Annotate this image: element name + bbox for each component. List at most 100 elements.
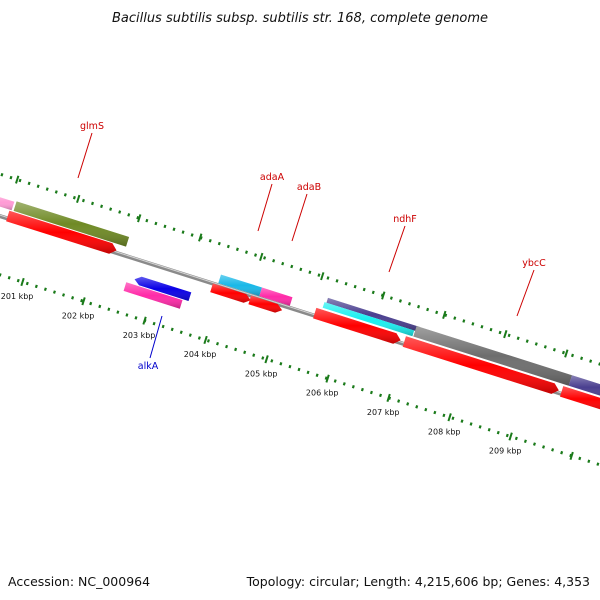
tick-mark — [217, 241, 221, 246]
tick-mark-major — [381, 291, 386, 300]
tick-mark — [433, 410, 437, 415]
tick-mark — [52, 290, 56, 294]
tick-mark-major — [508, 432, 513, 441]
tick-mark — [417, 304, 421, 309]
tick-mark — [179, 330, 183, 335]
tick-mark — [388, 396, 392, 400]
tick-mark — [18, 178, 22, 183]
gene-label-glmS: glmS — [80, 121, 104, 132]
tick-mark — [315, 373, 319, 378]
tick-mark-major — [15, 175, 20, 184]
tick-mark — [281, 261, 285, 266]
tick-mark — [63, 193, 67, 197]
tick-mark-major — [203, 335, 208, 345]
map-title: Bacillus subtilis subsp. subtilis str. 1… — [112, 11, 488, 26]
tick-mark — [270, 359, 274, 363]
tick-mark — [362, 287, 366, 292]
tick-mark — [453, 316, 457, 320]
tick-marks — [0, 172, 600, 466]
tick-mark — [290, 264, 294, 269]
tick-mark — [571, 353, 575, 358]
orf-feature-red-shade — [248, 295, 283, 313]
tick-mark — [532, 442, 536, 446]
orf-feature-red-shade — [6, 210, 117, 254]
tick-mark — [462, 319, 466, 323]
tick-mark — [496, 430, 500, 435]
callout-line — [516, 269, 535, 317]
tick-mark — [487, 427, 491, 432]
tick-mark — [324, 376, 328, 380]
tick-mark — [424, 407, 428, 412]
genome-summary-text: Topology: circular; Length: 4,215,606 bp… — [246, 574, 590, 589]
tick-mark — [333, 379, 337, 383]
tick-mark — [252, 353, 256, 357]
tick-mark — [54, 190, 58, 194]
gene-feature-glmS-shade — [13, 201, 130, 247]
tick-mark — [507, 333, 511, 338]
tick-mark — [243, 350, 247, 355]
kbp-label: 205 kbp — [245, 369, 278, 378]
tick-mark — [435, 310, 439, 315]
callout-line — [291, 193, 308, 242]
gene-labels: glmS adaA adaB ndhF ybcC alkA — [80, 121, 546, 372]
callout-line — [149, 315, 163, 359]
gene-feature-adaA-shade — [218, 274, 262, 297]
kbp-label: 202 kbp — [62, 312, 95, 321]
tick-mark — [596, 462, 600, 466]
tick-mark — [360, 387, 364, 392]
tick-mark — [288, 364, 292, 369]
tick-mark — [161, 324, 165, 329]
tick-mark — [460, 419, 464, 423]
tick-mark — [542, 445, 546, 449]
gene-label-lines — [77, 132, 535, 359]
gene-feature-ndhF-indigo-shade — [326, 297, 420, 332]
tick-mark — [397, 399, 401, 403]
tick-mark — [561, 350, 565, 355]
tick-mark — [326, 276, 330, 280]
gene-label-adaA: adaA — [260, 172, 285, 183]
tick-mark — [206, 339, 210, 343]
tick-mark — [72, 195, 76, 200]
gene-features — [0, 197, 600, 410]
gene-feature-blue-shade — [134, 276, 192, 301]
gene-feature-alkA-shade — [123, 282, 183, 309]
tick-mark — [234, 347, 238, 352]
tick-mark — [197, 336, 201, 340]
gene-feature-adaB-shade — [259, 287, 293, 306]
tick-mark — [342, 382, 346, 386]
gene-label-ndhF: ndhF — [393, 214, 417, 225]
tick-mark — [589, 359, 593, 363]
tick-mark — [181, 230, 185, 234]
tick-mark — [91, 201, 95, 206]
accession-text: Accession: NC_000964 — [8, 574, 150, 589]
tick-mark — [261, 356, 265, 360]
tick-mark-major — [81, 297, 86, 306]
tick-mark — [163, 224, 167, 229]
tick-mark — [89, 301, 93, 306]
tick-mark — [62, 293, 66, 297]
tick-mark — [306, 370, 310, 375]
kbp-label: 208 kbp — [428, 427, 461, 436]
tick-mark — [244, 250, 248, 254]
tick-mark-major — [503, 330, 508, 339]
tick-mark — [152, 321, 156, 326]
tick-mark — [379, 393, 383, 398]
tick-mark — [81, 198, 85, 203]
tick-mark — [107, 307, 111, 312]
tick-mark — [505, 433, 509, 438]
tick-mark — [398, 299, 402, 303]
tick-mark — [580, 356, 584, 361]
tick-mark — [498, 330, 502, 335]
tick-mark — [543, 345, 547, 349]
tick-mark — [514, 436, 518, 441]
gene-label-ybcC: ybcC — [522, 258, 546, 269]
tick-mark — [551, 448, 555, 452]
tick-mark — [317, 273, 321, 277]
tick-mark-major — [137, 214, 142, 223]
tick-mark — [263, 256, 267, 260]
tick-mark — [0, 273, 2, 277]
tick-mark — [25, 281, 29, 286]
tick-mark — [516, 336, 520, 340]
tick-mark — [43, 287, 47, 291]
